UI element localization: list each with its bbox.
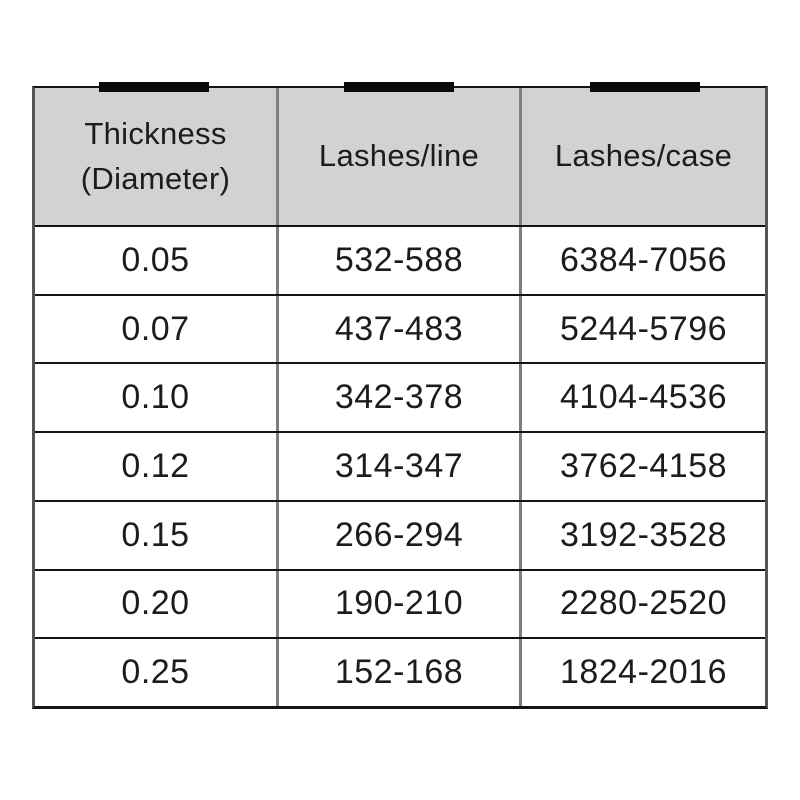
header-cell-lashes-per-line: Lashes/line: [276, 88, 519, 225]
table-row: 0.12 314-347 3762-4158: [35, 431, 765, 500]
table-cell: 0.25: [121, 653, 190, 692]
table-body: 0.05 532-588 6384-7056 0.07 437-483 5244-5796…: [35, 227, 765, 707]
header-cell-lashes-per-case: Lashes/case: [519, 88, 765, 225]
table-cell: 342-378: [276, 364, 519, 432]
header-cell-thickness: Thickness (Diameter): [35, 88, 276, 225]
table-row: 0.05 532-588 6384-7056: [35, 227, 765, 294]
table-cell: 152-168: [276, 639, 519, 707]
table-cell: 0.20: [121, 584, 190, 623]
table-cell: 3762-4158: [519, 433, 765, 500]
table-row: 0.10 342-378 4104-4536: [35, 362, 765, 432]
table-cell: 4104-4536: [519, 364, 765, 432]
table-cell: 6384-7056: [519, 227, 765, 294]
header-label-line: Lashes/line: [318, 138, 480, 174]
table-cell: 190-210: [276, 570, 519, 638]
table-cell: 266-294: [276, 501, 519, 569]
column-top-bar: [344, 82, 454, 92]
header-row: Thickness (Diameter) Lashes/line Lashes/cas…: [35, 88, 765, 227]
lash-spec-table: Thickness (Diameter) Lashes/line Lashes/cas…: [32, 82, 768, 709]
table-row: 0.25 152-168 1824-2016: [35, 637, 765, 707]
column-top-bar: [590, 82, 700, 92]
table-cell: 0.12: [121, 447, 190, 486]
table-row: 0.20 190-210 2280-2520: [35, 568, 765, 638]
table-cell: 5244-5796: [519, 295, 765, 363]
table-cell: 1824-2016: [519, 639, 765, 707]
table-cell: 437-483: [276, 295, 519, 363]
table-cell: 3192-3528: [519, 501, 765, 569]
table-cell: 0.15: [121, 515, 190, 554]
header-label-line: Lashes/case: [554, 138, 733, 174]
column-top-bar: [99, 82, 209, 92]
table-cell: 0.10: [121, 378, 190, 417]
table-cell: 2280-2520: [519, 570, 765, 638]
table-row: 0.15 266-294 3192-3528: [35, 499, 765, 569]
table-cell: 314-347: [276, 433, 519, 500]
table-cell: 532-588: [276, 227, 519, 294]
table-cell: 0.05: [121, 240, 190, 279]
header-label-line: Thickness: [84, 116, 227, 152]
table-row: 0.07 437-483 5244-5796: [35, 293, 765, 363]
header-label-line: (Diameter): [80, 160, 231, 196]
table-cell: 0.07: [121, 309, 190, 348]
